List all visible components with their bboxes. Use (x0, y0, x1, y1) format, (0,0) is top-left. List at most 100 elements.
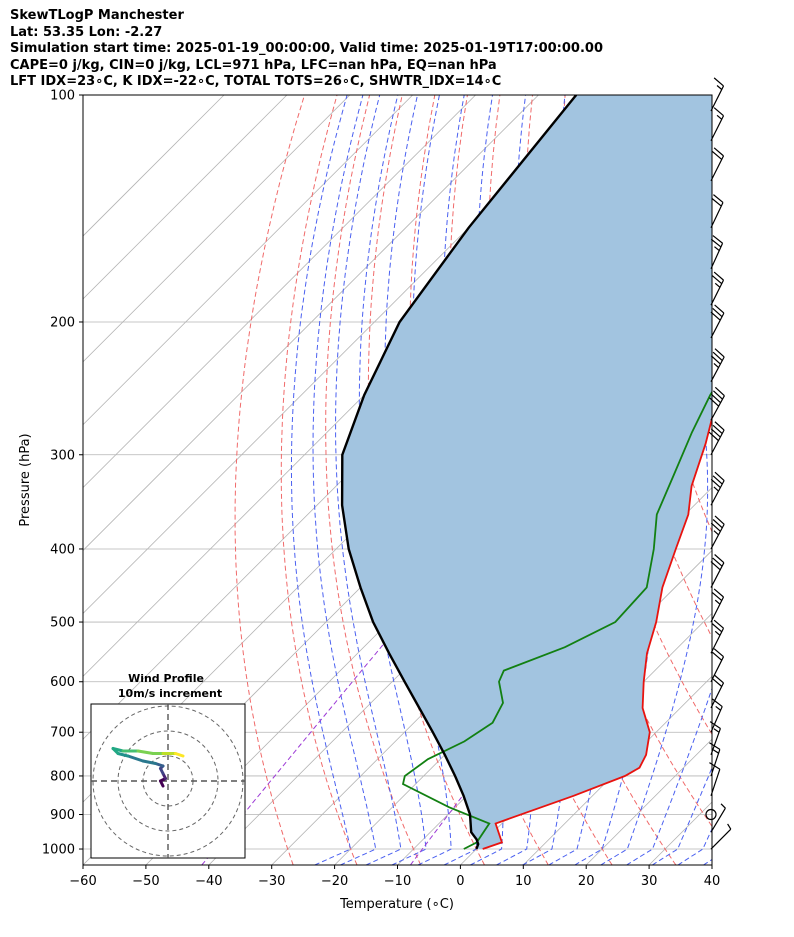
barb-staff (710, 728, 721, 756)
calm-circle (705, 808, 717, 821)
hodo-segment (136, 749, 155, 755)
wind-barb (710, 471, 725, 506)
barb-flag (710, 311, 721, 321)
axis-ticks: −60 −50 −40 −30 −20 −10 0 10 20 30 40 1000 900 800 700… (42, 89, 720, 890)
wind-barb (708, 421, 725, 456)
x-tick-label: −30 (258, 874, 285, 889)
wind-barb (705, 808, 717, 821)
barb-staff (710, 656, 725, 683)
y-axis-label: Pressure (hPa) (18, 433, 33, 526)
wind-barb (709, 721, 721, 756)
hodo-segment (126, 754, 145, 763)
dry-adiabat (280, 95, 358, 865)
hodo-segment (111, 747, 125, 753)
barb-flag (710, 522, 721, 532)
chart-title: SkewTLogP Manchester (10, 8, 184, 23)
barb-flag (711, 651, 723, 661)
moist-adiabat (729, 95, 794, 865)
moist-adiabat (290, 95, 352, 865)
parcel-line (340, 95, 578, 850)
hodo-segment (116, 752, 130, 758)
dewpoint-line (401, 390, 712, 850)
barb-flag (714, 471, 725, 481)
barb-flag (711, 393, 721, 404)
barb-flag (712, 351, 723, 361)
barb-flag (710, 561, 721, 571)
indices-line: LFT IDX=23∘C, K IDX=-22∘C, TOTAL TOTS=26… (10, 74, 502, 89)
barb-staff (710, 749, 721, 777)
barb-staff (710, 596, 725, 623)
barb-flag (710, 428, 721, 438)
isotherm--140 (83, 95, 351, 363)
barb-flag (712, 235, 723, 244)
x-tick-label: −10 (384, 874, 411, 889)
x-tick-label: 30 (641, 874, 658, 889)
barb-half (714, 630, 721, 636)
barb-staff (710, 429, 725, 456)
cape-line: CAPE=0 j/kg, CIN=0 j/kg, LCL=971 hPa, LF… (10, 57, 497, 73)
barb-flag (713, 619, 724, 629)
barb-staff (710, 243, 724, 270)
location-line: Lat: 53.35 Lon: -2.27 (10, 24, 163, 40)
barb-staff (710, 828, 732, 850)
barb-flag (712, 475, 723, 485)
barb-flag (709, 721, 721, 729)
barb-half (713, 728, 720, 733)
wind-barb (710, 515, 725, 550)
barb-half (716, 114, 723, 120)
barb-staff (710, 395, 725, 421)
barb-flag (714, 554, 725, 564)
barb-staff (710, 769, 721, 796)
barb-flag (711, 592, 723, 602)
wind-barb (710, 619, 725, 654)
barb-flag (710, 238, 722, 248)
y-tick-label: 400 (50, 542, 75, 557)
wind-barb (710, 698, 723, 733)
barb-half (713, 749, 719, 754)
barb-staff (710, 155, 725, 182)
barb-staff (710, 480, 725, 506)
y-tick-label: 200 (50, 315, 75, 330)
wind-barb (710, 107, 725, 142)
hodo-segment (141, 759, 157, 765)
barb-flag (712, 424, 723, 434)
barb-staff (710, 356, 725, 382)
moist-adiabat (312, 95, 377, 865)
barb-flag (713, 588, 724, 598)
y-tick-label: 500 (50, 616, 75, 631)
barb-flag (714, 515, 725, 525)
barb-flag (711, 150, 723, 160)
barb-staff (710, 706, 723, 733)
barb-flag (712, 390, 723, 400)
chart-header: SkewTLogP Manchester Lat: 53.35 Lon: -2.… (10, 8, 780, 91)
barb-staff (710, 85, 725, 112)
moist-adiabat (335, 95, 402, 865)
dry-adiabat (234, 95, 305, 865)
isotherm--150 (83, 95, 288, 300)
barb-half (714, 246, 720, 252)
barb-staff (710, 682, 725, 709)
y-tick-label: 800 (50, 769, 75, 784)
x-tick-label: −50 (132, 874, 159, 889)
barb-flag (710, 478, 721, 489)
y-tick-label: 700 (50, 726, 75, 741)
x-tick-label: −20 (321, 874, 348, 889)
barb-half (713, 530, 719, 536)
barb-flag (711, 197, 722, 207)
barb-flag (712, 698, 723, 708)
barb-flag (714, 304, 725, 314)
barb-flag (713, 107, 724, 117)
wind-barb (710, 348, 725, 382)
x-tick-label: 0 (456, 874, 464, 889)
barb-flag (713, 194, 724, 203)
wind-barb (710, 235, 724, 270)
wind-barb (709, 762, 721, 796)
barb-half (714, 282, 721, 288)
barb-half (727, 823, 732, 830)
hodo-ring (117, 730, 219, 832)
wind-barb (710, 194, 724, 229)
wind-barb (710, 674, 725, 709)
wind-barb (710, 648, 725, 683)
barb-flag (713, 648, 724, 658)
barb-flag (713, 77, 724, 87)
